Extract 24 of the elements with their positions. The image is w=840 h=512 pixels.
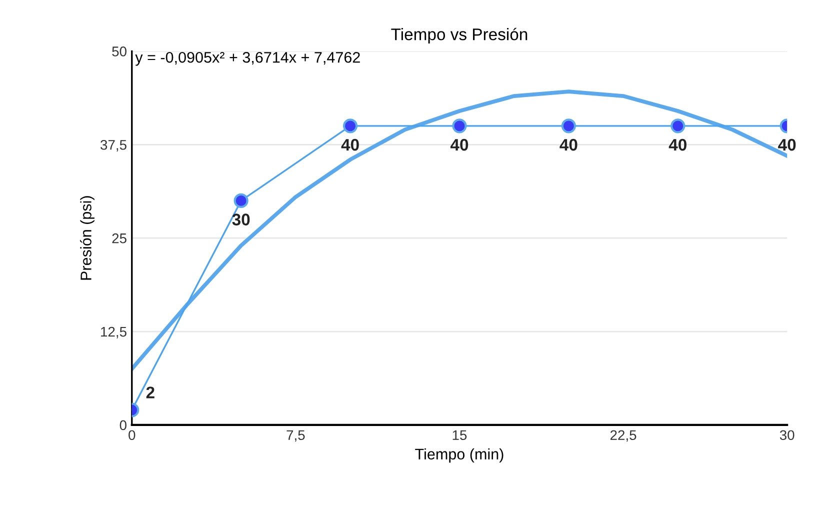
data-label: 2 bbox=[146, 386, 154, 398]
point bbox=[561, 118, 576, 134]
data-label: 40 bbox=[668, 138, 686, 151]
x-tick-label: 7,5 bbox=[286, 430, 305, 442]
annotation: y = -0,0905x² + 3,6714x + 7,4762 bbox=[135, 52, 360, 66]
data-label: 40 bbox=[450, 138, 468, 151]
y-tick-label: 50 bbox=[112, 46, 126, 56]
point bbox=[452, 118, 467, 134]
x-tick-label: 22,5 bbox=[610, 430, 636, 442]
chart-title: Tiempo vs Presión bbox=[391, 28, 528, 44]
x-tick-label: 30 bbox=[780, 430, 794, 440]
data-label: 40 bbox=[560, 138, 578, 151]
y-tick-label: 12,5 bbox=[101, 326, 126, 338]
point bbox=[342, 118, 358, 134]
y-axis-title: Presión (psi) bbox=[80, 196, 94, 280]
y-tick-label: 37,5 bbox=[100, 140, 126, 152]
x-axis-title: Tiempo (min) bbox=[415, 448, 504, 463]
data-label: 40 bbox=[778, 138, 796, 151]
data-label: 30 bbox=[232, 214, 250, 226]
x-tick-label: 15 bbox=[452, 430, 467, 440]
x-tick-label: 0 bbox=[128, 430, 136, 440]
y-tick-label: 25 bbox=[112, 233, 126, 244]
y-tick-label: 0 bbox=[120, 420, 126, 430]
data-label: 40 bbox=[341, 138, 359, 151]
